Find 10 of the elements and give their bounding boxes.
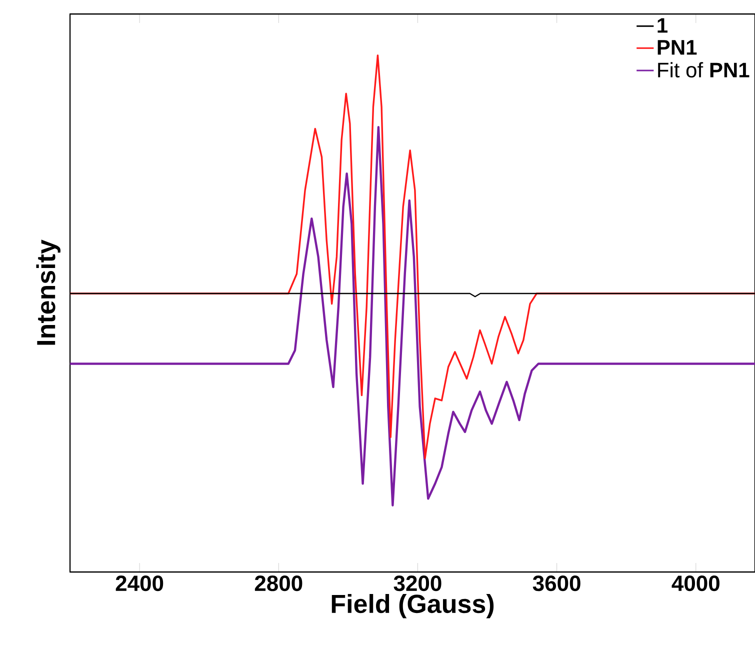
legend-label: Fit of PN1: [658, 62, 750, 78]
x-tick-label: 3200: [394, 576, 442, 592]
x-tick-label: 2400: [116, 576, 164, 592]
legend-label: 1: [658, 18, 668, 33]
x-axis-title: Field (Gauss): [332, 594, 494, 618]
x-tick-label: 2800: [254, 576, 302, 592]
y-axis-title: Intensity: [36, 240, 60, 345]
x-tick-label: 3600: [532, 576, 580, 592]
legend-label: PN1: [658, 40, 697, 55]
x-tick-label: 4000: [672, 576, 720, 592]
